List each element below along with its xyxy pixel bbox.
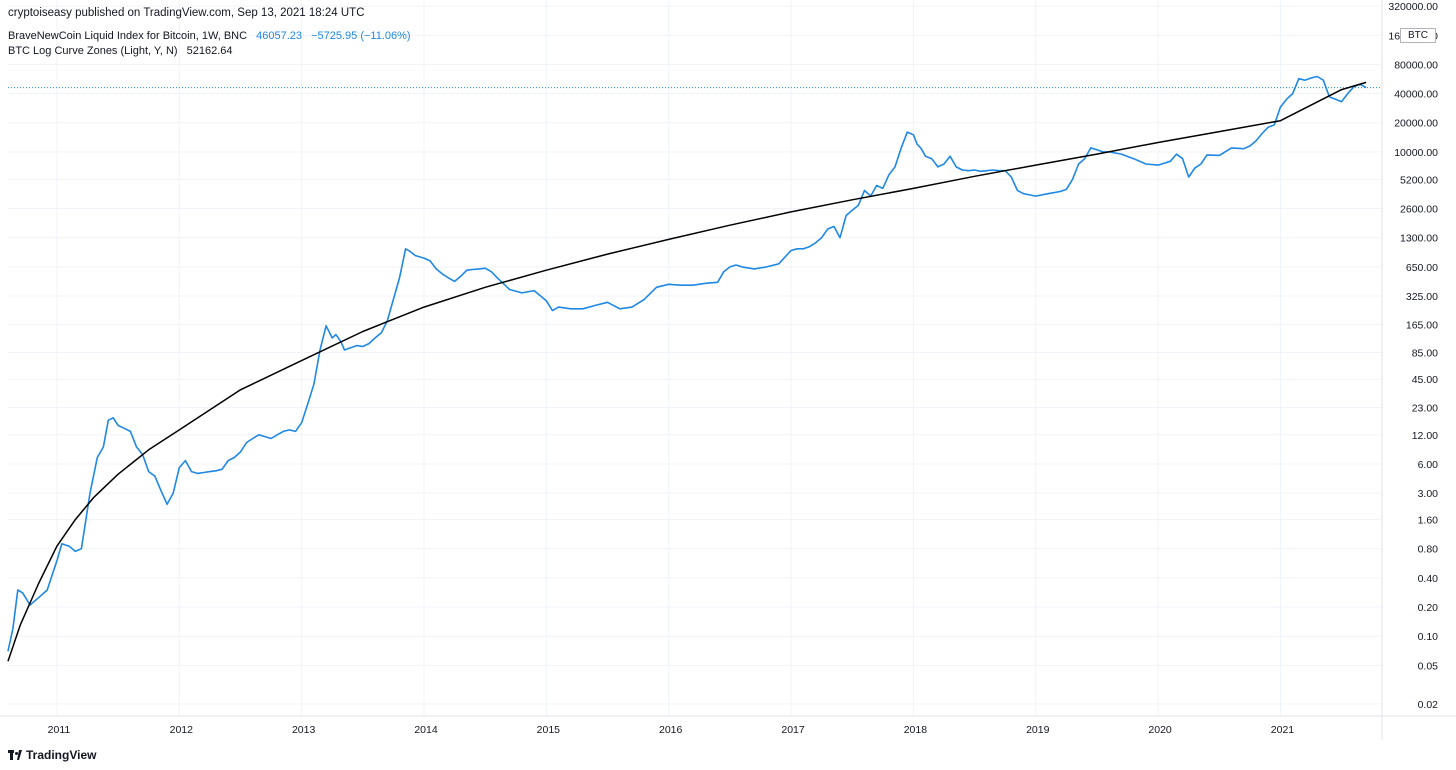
y-tick-label: 6.00 bbox=[1418, 459, 1439, 471]
y-tick-label: 23.00 bbox=[1412, 402, 1438, 414]
currency-badge[interactable]: BTC bbox=[1400, 28, 1436, 43]
y-tick-label: 0.40 bbox=[1418, 573, 1439, 585]
x-tick-label: 2021 bbox=[1271, 724, 1295, 736]
y-tick-label: 0.10 bbox=[1418, 631, 1439, 643]
y-tick-label: 320000.00 bbox=[1388, 1, 1438, 13]
tradingview-logo-icon bbox=[8, 750, 22, 760]
x-tick-label: 2011 bbox=[48, 724, 71, 736]
series-layer bbox=[7, 75, 1382, 662]
x-tick-label: 2020 bbox=[1148, 724, 1172, 736]
x-tick-label: 2018 bbox=[904, 724, 928, 736]
y-axis[interactable]: 0.02 0.05 0.10 0.20 0.40 0.80 1.60 3.00 6.00 12.0… bbox=[1388, 1, 1438, 711]
y-tick-label: 20000.00 bbox=[1394, 118, 1438, 130]
last-value: 46057.23 bbox=[256, 30, 303, 42]
indicator-title: BTC Log Curve Zones (Light, Y, N) bbox=[8, 45, 178, 57]
y-tick-label: 0.20 bbox=[1418, 602, 1439, 614]
y-tick-label: 12.00 bbox=[1412, 430, 1438, 442]
y-tick-label: 10000.00 bbox=[1394, 147, 1438, 159]
y-tick-label: 45.00 bbox=[1412, 374, 1438, 386]
y-tick-label: 0.02 bbox=[1418, 699, 1439, 711]
y-tick-label: 0.05 bbox=[1418, 660, 1439, 672]
grid bbox=[0, 0, 1456, 740]
indicator-value: 52162.64 bbox=[186, 45, 233, 57]
logo-text: TradingView bbox=[26, 748, 97, 762]
y-tick-label: 3.00 bbox=[1418, 488, 1439, 500]
series-title: BraveNewCoin Liquid Index for Bitcoin, 1… bbox=[8, 30, 248, 42]
x-axis[interactable]: 2011 2012 2013 2014 2015 2016 2017 2018 2019 2020… bbox=[48, 724, 1295, 736]
y-tick-label: 80000.00 bbox=[1394, 59, 1438, 71]
y-tick-label: 0.80 bbox=[1418, 544, 1439, 556]
x-tick-label: 2013 bbox=[292, 724, 316, 736]
series-legend: BraveNewCoin Liquid Index for Bitcoin, 1… bbox=[8, 30, 411, 42]
x-tick-label: 2015 bbox=[537, 724, 561, 736]
x-tick-label: 2019 bbox=[1026, 724, 1050, 736]
y-tick-label: 325.00 bbox=[1406, 291, 1438, 303]
indicator-legend: BTC Log Curve Zones (Light, Y, N) 52162.… bbox=[8, 45, 233, 57]
price-change: −5725.95 (−11.06%) bbox=[311, 30, 411, 42]
x-tick-label: 2017 bbox=[781, 724, 805, 736]
y-tick-label: 165.00 bbox=[1406, 320, 1438, 332]
tradingview-logo[interactable]: TradingView bbox=[8, 748, 96, 762]
y-tick-label: 40000.00 bbox=[1394, 89, 1438, 101]
x-tick-label: 2016 bbox=[659, 724, 683, 736]
publisher-line: cryptoiseasy published on TradingView.co… bbox=[8, 7, 365, 19]
price-series-line[interactable] bbox=[7, 75, 1367, 652]
x-tick-label: 2014 bbox=[414, 724, 438, 736]
log-curve-line[interactable] bbox=[7, 81, 1367, 662]
y-tick-label: 1.60 bbox=[1418, 515, 1439, 527]
y-tick-label: 2600.00 bbox=[1400, 204, 1438, 216]
y-tick-label: 1300.00 bbox=[1400, 233, 1438, 245]
y-tick-label: 650.00 bbox=[1406, 262, 1438, 274]
y-tick-label: 5200.00 bbox=[1400, 174, 1438, 186]
x-tick-label: 2012 bbox=[170, 724, 194, 736]
y-tick-label: 85.00 bbox=[1412, 347, 1438, 359]
